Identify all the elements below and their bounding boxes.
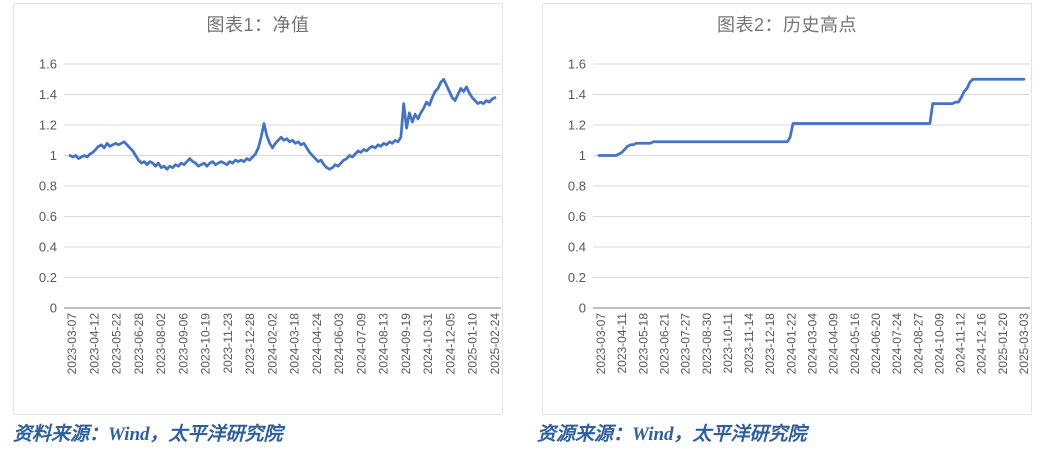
- x-axis-tick-label: 2023-06-21: [657, 313, 671, 375]
- x-axis-tick-label: 2023-10-19: [199, 313, 213, 375]
- x-axis-tick-label: 2023-12-28: [243, 313, 257, 375]
- x-axis-tick-label: 2024-10-09: [932, 313, 946, 375]
- chart-title: 图表1：净值: [206, 15, 310, 35]
- x-axis-tick-label: 2024-09-19: [399, 313, 413, 375]
- chart-panel-historical-high: 图表2：历史高点 0 0.2 0.4 0.6 0.8 1 1.2 1.4 1.6 2023-03-…: [542, 3, 1032, 415]
- x-axis-tick-label: 2024-04-24: [310, 313, 324, 375]
- y-axis-tick-label: 0: [50, 301, 57, 316]
- y-axis-tick-label: 1: [579, 148, 586, 163]
- x-axis-tick-label: 2024-03-04: [806, 313, 820, 375]
- x-axis-tick-label: 2024-06-03: [332, 313, 346, 375]
- x-axis-tick-label: 2023-04-11: [615, 313, 629, 374]
- x-axis-tick-label: 2023-03-07: [594, 313, 608, 375]
- y-axis-tick-label: 0.6: [568, 209, 586, 224]
- x-axis-tick-label: 2023-03-07: [65, 313, 79, 375]
- y-axis-tick-label: 0.2: [39, 270, 57, 285]
- x-axis-tick-label: 2024-08-27: [911, 313, 925, 375]
- line-chart-net-value: 0 0.2 0.4 0.6 0.8 1 1.2 1.4 1.6 2023-03-07 2023-04…: [14, 4, 502, 412]
- y-axis-tick-label: 1.6: [568, 57, 586, 72]
- x-axis-tick-label: 2025-01-20: [996, 313, 1010, 375]
- source-note: 资源来源：Wind，太平洋研究院: [537, 424, 807, 445]
- x-axis-tick-label: 2024-07-24: [890, 313, 904, 375]
- y-axis-tick-label: 0.8: [568, 179, 586, 194]
- y-axis-tick-label: 0: [579, 301, 586, 316]
- x-axis-tick-label: 2024-03-18: [288, 313, 302, 375]
- y-axis-tick-label: 0.8: [39, 179, 57, 194]
- x-axis-tick-label: 2024-02-02: [265, 313, 279, 375]
- chart-plot-svg: 0 0.2 0.4 0.6 0.8 1 1.2 1.4 1.6 2023-03-07 2023-04…: [39, 57, 502, 375]
- x-axis-tick-label: 2023-11-14: [742, 313, 756, 374]
- y-axis-tick-label: 0.4: [568, 240, 586, 255]
- x-axis-tick-label: 2023-05-22: [110, 313, 124, 375]
- x-axis-tick-label: 2024-07-09: [354, 313, 368, 375]
- step-chart-historical-high: 0 0.2 0.4 0.6 0.8 1 1.2 1.4 1.6 2023-03-07 2023-04…: [543, 4, 1031, 412]
- x-axis-tick-label: 2024-10-31: [421, 313, 435, 375]
- x-axis-tick-label: 2025-01-10: [466, 313, 480, 375]
- x-axis-tick-label: 2024-01-22: [784, 313, 798, 375]
- y-axis-tick-label: 0.2: [568, 270, 586, 285]
- x-axis-tick-label: 2023-10-11: [721, 313, 735, 374]
- chart-panel-net-value: 图表1：净值 0 0.2 0.4 0.6 0.8 1 1.2 1.4 1.6 2023-03-07…: [13, 3, 503, 415]
- x-axis-tick-label: 2024-12-05: [444, 313, 458, 375]
- x-axis-tick-label: 2023-09-06: [176, 313, 190, 375]
- y-axis-tick-label: 1.6: [39, 57, 57, 72]
- x-axis-tick-label: 2023-07-27: [679, 313, 693, 375]
- x-axis-tick-label: 2023-04-12: [87, 313, 101, 375]
- x-axis-tick-label: 2024-06-20: [869, 313, 883, 375]
- y-axis-tick-label: 1: [50, 148, 57, 163]
- y-axis-tick-label: 1.4: [568, 87, 586, 102]
- chart-plot-svg: 0 0.2 0.4 0.6 0.8 1 1.2 1.4 1.6 2023-03-07 2023-04…: [568, 57, 1031, 375]
- x-axis-tick-label: 2025-02-24: [488, 313, 502, 375]
- x-axis-tick-label: 2024-11-12: [954, 313, 968, 374]
- y-axis-tick-label: 1.4: [39, 87, 57, 102]
- x-axis-tick-label: 2024-05-16: [848, 313, 862, 375]
- x-axis-tick-label: 2023-12-18: [763, 313, 777, 375]
- x-axis-tick-label: 2023-11-23: [221, 313, 235, 374]
- series-line-历史高点: [597, 77, 1026, 157]
- series-line-净值: [68, 77, 497, 171]
- x-axis-tick-label: 2023-08-30: [700, 313, 714, 375]
- x-axis-tick-label: 2023-06-28: [132, 313, 146, 375]
- x-axis-tick-label: 2024-08-13: [377, 313, 391, 375]
- x-axis-tick-label: 2025-03-03: [1017, 313, 1031, 375]
- x-axis-tick-label: 2024-12-16: [975, 313, 989, 375]
- x-axis-tick-label: 2023-08-02: [154, 313, 168, 375]
- y-axis-tick-label: 1.2: [39, 118, 57, 133]
- x-axis-tick-label: 2024-04-09: [827, 313, 841, 375]
- y-axis-tick-label: 0.4: [39, 240, 57, 255]
- y-axis-tick-label: 1.2: [568, 118, 586, 133]
- y-axis-tick-label: 0.6: [39, 209, 57, 224]
- chart-title: 图表2：历史高点: [716, 15, 857, 35]
- source-note: 资料来源：Wind，太平洋研究院: [13, 424, 283, 445]
- x-axis-tick-label: 2023-05-18: [636, 313, 650, 375]
